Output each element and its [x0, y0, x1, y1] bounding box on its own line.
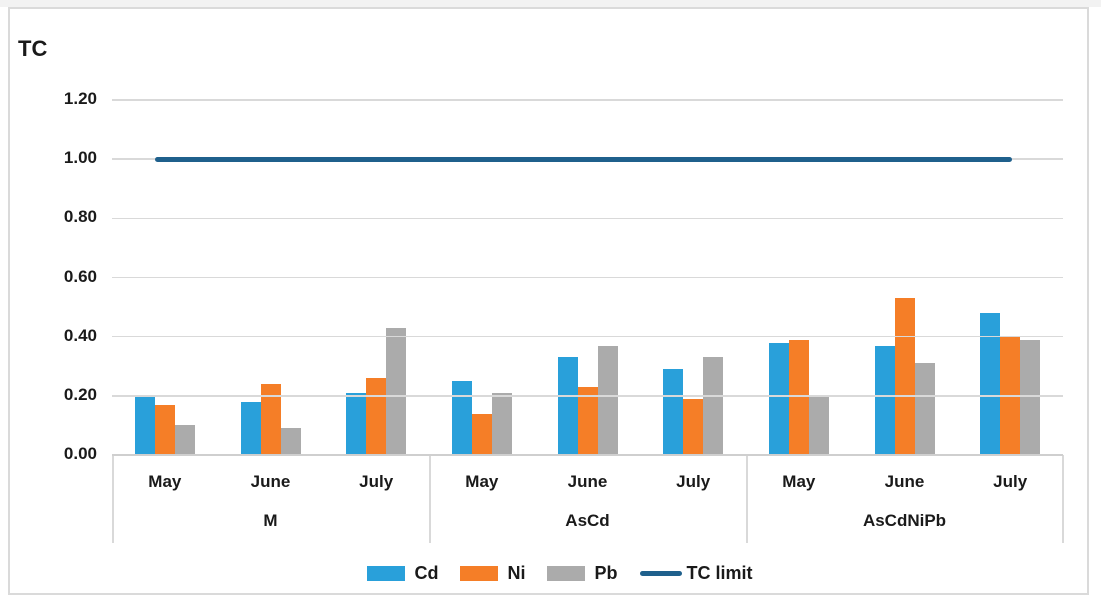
month-label: July — [359, 472, 394, 491]
y-tick-label: 0.40 — [63, 325, 97, 345]
bar-ni-june — [260, 384, 281, 455]
category-separator — [112, 455, 114, 543]
bar-pb-may — [491, 392, 512, 455]
group-label-ascdnipb: AsCdNiPb — [862, 511, 947, 530]
legend: Cd Ni Pb TC limit — [60, 556, 1060, 590]
group-label-ascd: AsCd — [565, 511, 610, 530]
legend-label: Pb — [594, 562, 618, 583]
category-separator — [1062, 455, 1064, 543]
y-tick-label: 0.20 — [63, 384, 97, 404]
legend-item-cd: Cd — [367, 563, 438, 584]
bar-ni-june — [577, 386, 598, 455]
y-tick-label: 1.00 — [63, 148, 97, 168]
month-label: May — [465, 472, 499, 491]
month-label: June — [567, 472, 608, 491]
legend-label: Ni — [507, 562, 526, 583]
bar-cd-july — [346, 392, 367, 455]
gridline — [112, 276, 1063, 279]
bar-cd-may — [134, 395, 155, 455]
y-tick-label: 0.60 — [63, 266, 97, 286]
month-label: July — [993, 472, 1028, 491]
legend-item-tc-limit: TC limit — [639, 562, 753, 584]
bar-cd-july — [980, 313, 1001, 455]
bar-cd-july — [663, 369, 684, 455]
bar-pb-june — [280, 428, 301, 455]
y-tick-label: 1.20 — [63, 89, 97, 108]
bar-ni-june — [894, 298, 915, 455]
month-label: June — [884, 472, 925, 491]
gridline — [112, 335, 1063, 338]
chart-frame — [8, 7, 1089, 595]
tc-limit-line — [154, 156, 1013, 162]
bar-cd-may — [768, 342, 789, 455]
gridline — [112, 395, 1063, 397]
bar-pb-july — [703, 357, 724, 455]
bar-ni-july — [683, 398, 704, 455]
bar-cd-june — [240, 401, 261, 455]
bar-ni-may — [788, 339, 809, 455]
bar-ni-may — [471, 413, 492, 455]
category-separator — [429, 455, 431, 543]
group-label-m: M — [263, 511, 278, 530]
legend-swatch-cd — [367, 565, 406, 581]
bar-cd-june — [557, 357, 578, 455]
bar-cd-may — [451, 381, 472, 455]
legend-label: TC limit — [686, 562, 753, 583]
y-tick-label: 0.80 — [63, 207, 97, 227]
x-axis-line — [112, 454, 1063, 456]
page-edge — [0, 0, 1101, 7]
bar-ni-may — [154, 404, 175, 455]
y-axis-title: TC — [18, 36, 48, 61]
bar-pb-july — [386, 327, 407, 455]
gridline — [112, 217, 1063, 220]
month-label: May — [148, 472, 182, 491]
bar-pb-may — [174, 425, 195, 455]
month-label: June — [250, 472, 291, 491]
legend-line-swatch — [639, 570, 682, 576]
legend-item-pb: Pb — [547, 562, 618, 584]
legend-label: Cd — [414, 562, 439, 583]
category-separator — [746, 455, 748, 543]
legend-item-ni: Ni — [460, 563, 525, 584]
bar-ni-july — [366, 378, 387, 455]
y-tick-label: 0.00 — [63, 444, 97, 463]
bar-cd-june — [874, 345, 895, 455]
legend-swatch-pb — [547, 565, 586, 581]
bar-pb-july — [1020, 339, 1041, 455]
gridline — [112, 99, 1063, 101]
bar-pb-may — [808, 395, 829, 455]
month-label: May — [782, 472, 816, 491]
bar-pb-june — [914, 363, 935, 455]
month-label: July — [676, 472, 711, 491]
bar-pb-june — [597, 345, 618, 455]
legend-swatch-ni — [460, 565, 499, 581]
